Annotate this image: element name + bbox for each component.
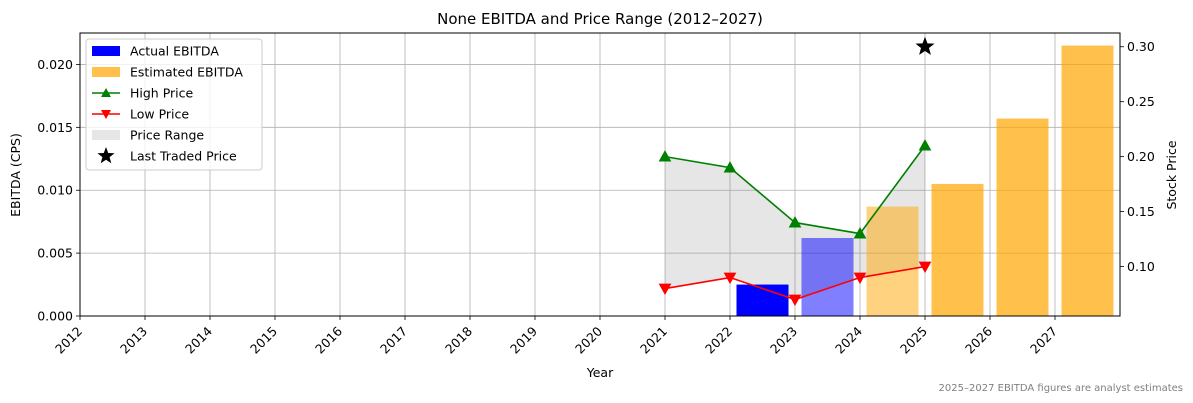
legend-swatch-last-traded-price <box>97 147 115 164</box>
x-tick-label: 2022 <box>702 324 735 357</box>
high-price-point <box>658 150 672 162</box>
y-axis-label: EBITDA (CPS) <box>8 133 23 217</box>
estimated-ebitda-bar <box>996 118 1049 316</box>
high-price-point <box>853 227 867 239</box>
actual-ebitda-bar <box>736 284 789 316</box>
legend: Actual EBITDA Estimated EBITDA High Price L… <box>85 38 263 171</box>
legend-label-price-range: Price Range <box>130 128 204 143</box>
y2-axis-label: Stock Price <box>1164 140 1179 209</box>
legend-swatch-actual-ebitda <box>92 46 120 56</box>
x-tick-label: 2027 <box>1027 324 1060 357</box>
last-traded-price-marker <box>915 36 935 55</box>
y-tick-label: 0.010 <box>37 183 73 198</box>
x-tick-label: 2019 <box>507 323 540 356</box>
x-tick-label: 2015 <box>247 324 280 357</box>
x-tick-label: 2025 <box>897 324 930 357</box>
x-tick-label: 2016 <box>312 323 345 356</box>
legend-label-last-traded-price: Last Traded Price <box>130 149 237 164</box>
chart-title: None EBITDA and Price Range (2012–2027) <box>437 10 763 28</box>
y2-tick-label: 0.30 <box>1127 39 1155 54</box>
low-price-point <box>723 272 737 285</box>
y-tick-label: 0.005 <box>37 246 73 261</box>
legend-label-high-price: High Price <box>130 86 194 101</box>
x-tick-label: 2021 <box>637 324 670 357</box>
high-price-point <box>723 161 737 173</box>
x-axis-ticks: 2012 2013 2014 2015 2016 2017 2018 2019 2020 2021… <box>52 316 1060 357</box>
high-price-point <box>918 139 932 151</box>
legend-box <box>85 38 263 171</box>
price-lines <box>658 36 935 307</box>
x-tick-label: 2020 <box>572 323 605 356</box>
x-tick-label: 2013 <box>117 324 150 357</box>
legend-swatch-price-range <box>92 130 120 140</box>
ebitda-bars <box>736 45 1114 316</box>
high-price-point <box>788 216 802 228</box>
x-tick-label: 2026 <box>962 323 995 356</box>
low-price-point <box>658 283 672 296</box>
legend-label-low-price: Low Price <box>130 107 189 122</box>
legend-swatch-estimated-ebitda <box>92 67 120 77</box>
x-tick-label: 2018 <box>442 323 475 356</box>
legend-label-estimated-ebitda: Estimated EBITDA <box>130 65 243 80</box>
actual-ebitda-bar <box>801 238 854 316</box>
x-axis-label: Year <box>586 365 614 380</box>
legend-marker-high-price <box>101 88 111 97</box>
x-tick-label: 2012 <box>52 324 85 357</box>
legend-label-actual-ebitda: Actual EBITDA <box>130 44 219 59</box>
x-tick-label: 2024 <box>832 323 865 356</box>
y-tick-label: 0.000 <box>37 309 73 324</box>
y-tick-label: 0.020 <box>37 57 73 72</box>
estimated-ebitda-bar <box>931 183 984 316</box>
estimated-ebitda-bar <box>866 206 919 316</box>
y2-axis-ticks: 0.10 0.15 0.20 0.25 0.30 <box>1120 39 1155 274</box>
y2-tick-label: 0.20 <box>1127 149 1155 164</box>
x-tick-label: 2014 <box>182 323 215 356</box>
low-price-point <box>918 261 932 274</box>
low-price-point <box>853 272 867 285</box>
y2-tick-label: 0.10 <box>1127 259 1155 274</box>
y2-tick-label: 0.15 <box>1127 204 1155 219</box>
y-axis-ticks: 0.000 0.005 0.010 0.015 0.020 <box>37 57 80 324</box>
legend-marker-low-price <box>101 110 111 119</box>
low-price-point <box>788 294 802 307</box>
y-tick-label: 0.015 <box>37 120 73 135</box>
y2-tick-label: 0.25 <box>1127 94 1155 109</box>
estimated-ebitda-bar <box>1061 45 1114 316</box>
footnote: 2025–2027 EBITDA figures are analyst est… <box>938 383 1183 394</box>
x-tick-label: 2023 <box>767 324 800 357</box>
x-tick-label: 2017 <box>377 324 410 357</box>
